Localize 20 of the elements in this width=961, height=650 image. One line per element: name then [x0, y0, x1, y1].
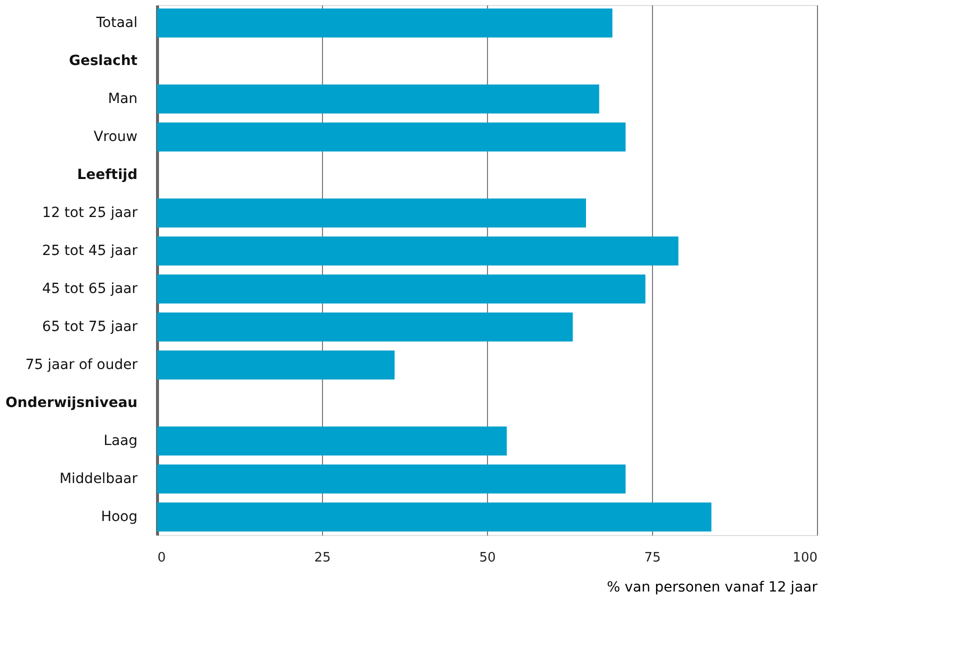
y-tick-label: Geslacht: [68, 53, 138, 70]
x-tick-label: 25: [314, 550, 331, 566]
y-tick-label: 12 tot 25 jaar: [42, 205, 138, 222]
x-tick-label: 75: [644, 550, 661, 566]
y-tick-label: Middelbaar: [59, 470, 138, 487]
y-tick-label: Laag: [104, 432, 138, 449]
x-tick-label: 50: [479, 550, 496, 566]
x-tick-label: 100: [792, 550, 818, 566]
y-tick-label: Vrouw: [94, 129, 138, 146]
y-tick-label: Onderwijsniveau: [6, 394, 138, 411]
y-tick-label: 25 tot 45 jaar: [42, 243, 138, 260]
x-axis-title: % van personen vanaf 12 jaar: [606, 580, 818, 596]
y-tick-label: 75 jaar of ouder: [25, 356, 138, 373]
y-tick-label: Hoog: [100, 508, 138, 525]
x-tick-label: 0: [158, 550, 166, 566]
y-tick-label: Leeftijd: [77, 167, 138, 184]
y-tick-label: Totaal: [95, 15, 138, 32]
y-tick-label: 65 tot 75 jaar: [42, 318, 138, 335]
y-tick-label: Man: [108, 91, 138, 108]
y-tick-label: 45 tot 65 jaar: [42, 280, 138, 297]
